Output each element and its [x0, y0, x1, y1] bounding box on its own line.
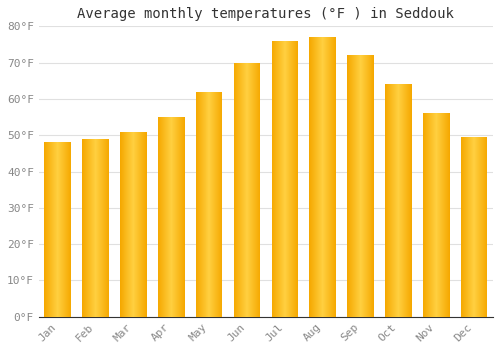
Title: Average monthly temperatures (°F ) in Seddouk: Average monthly temperatures (°F ) in Se… — [78, 7, 454, 21]
